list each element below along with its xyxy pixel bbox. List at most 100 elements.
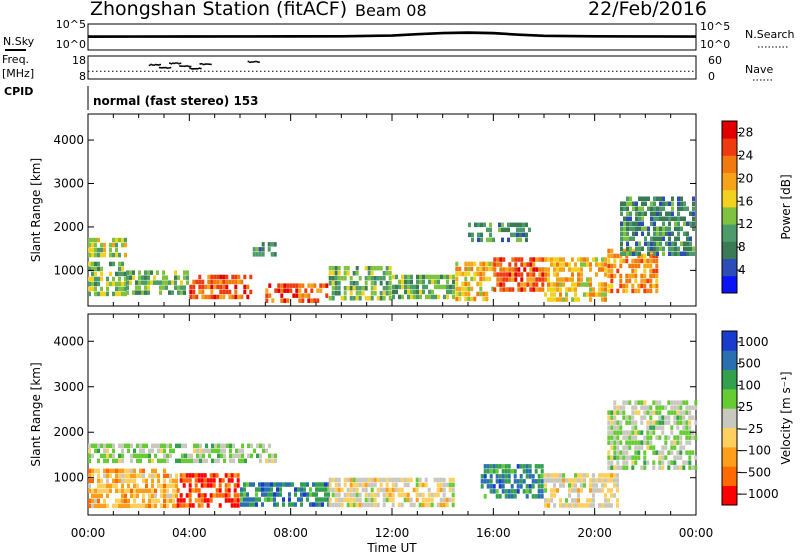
nave-point [163,66,166,69]
power-echo-cell [88,281,91,287]
velocity-echo-cell [255,497,258,502]
power-echo-cell [162,275,165,280]
velocity-echo-cell [619,450,623,455]
power-echo-cell [135,280,138,285]
power-echo-cell [132,275,135,280]
velocity-echo-cell [163,453,166,459]
velocity-echo-cell [694,405,698,410]
velocity-echo-cell [109,473,112,479]
power-colorbar-segment [722,172,737,191]
power-echo-cell [547,272,550,277]
velocity-echo-cell [97,468,100,474]
velocity-echo-cell [196,453,199,459]
power-echo-cell [334,286,338,291]
velocity-echo-cell [424,502,428,508]
velocity-echo-cell [667,460,671,465]
power-echo-cell [692,196,695,201]
velocity-echo-cell [607,410,611,415]
power-echo-cell [601,282,604,287]
velocity-echo-cell [658,420,662,425]
velocity-echo-cell [436,492,440,498]
velocity-echo-cell [306,497,309,502]
nave-point [180,65,183,67]
velocity-echo-cell [133,493,136,499]
velocity-echo-cell [300,487,303,492]
velocity-echo-cell [643,410,647,415]
power-echo-cell [653,221,656,226]
velocity-echo-cell [528,464,532,469]
velocity-echo-cell [124,488,127,494]
velocity-echo-cell [540,469,544,474]
velocity-echo-cell [327,497,330,502]
power-echo-cell [373,291,377,296]
velocity-echo-cell [577,503,580,508]
velocity-echo-cell [169,493,172,499]
velocity-echo-cell [616,483,619,488]
power-echo-cell [88,252,91,258]
velocity-echo-cell [121,498,124,504]
velocity-echo-cell [486,464,490,469]
power-echo-cell [680,226,683,231]
velocity-echo-cell [571,498,574,503]
velocity-echo-cell [136,473,139,479]
power-echo-cell [562,297,565,302]
velocity-echo-cell [193,443,196,449]
power-echo-cell [571,267,574,272]
power-echo-cell [410,274,413,280]
power-echo-cell [286,283,290,288]
power-echo-cell [541,282,545,287]
power-echo-cell [553,262,556,267]
velocity-echo-cell [610,503,613,508]
power-echo-cell [449,289,452,295]
velocity-echo-cell [553,483,556,488]
power-echo-cell [692,246,695,251]
power-echo-cell [434,279,437,285]
velocity-echo-cell [670,400,674,405]
power-echo-cell [532,282,536,287]
velocity-echo-cell [91,453,94,459]
nave-tick-lo: 0 [708,70,715,83]
power-echo-cell [643,278,647,284]
velocity-echo-cell [112,443,115,449]
power-echo-cell [210,284,214,290]
velocity-echo-cell [142,443,145,449]
power-echo-cell [671,206,674,211]
power-echo-cell [595,257,598,262]
velocity-echo-cell [264,492,267,497]
velocity-echo-cell [559,483,562,488]
power-echo-cell [358,286,362,291]
velocity-echo-cell [227,488,231,493]
power-echo-cell [183,285,186,290]
power-echo-cell [91,281,94,287]
velocity-echo-cell [97,443,100,449]
velocity-echo-cell [246,502,249,507]
power-echo-cell [115,291,118,297]
velocity-echo-cell [631,435,635,440]
velocity-echo-cell [367,492,371,498]
velocity-echo-cell [489,479,493,484]
power-echo-cell [625,283,629,289]
velocity-echo-cell [267,492,270,497]
power-echo-cell [428,279,431,285]
velocity-echo-cell [610,440,614,445]
power-echo-cell [623,206,626,211]
power-echo-cell [529,262,533,267]
power-echo-cell [313,283,317,288]
nave-point [208,63,211,65]
power-echo-cell [565,277,568,282]
velocity-echo-cell [610,455,614,460]
velocity-echo-cell [142,498,145,504]
velocity-echo-cell [571,503,574,508]
velocity-echo-cell [622,465,626,470]
velocity-echo-cell [676,450,680,455]
velocity-echo-cell [163,498,166,504]
velocity-echo-cell [188,503,192,508]
velocity-echo-cell [227,498,231,503]
velocity-echo-cell [619,455,623,460]
velocity-echo-cell [182,498,186,503]
power-echo-cell [207,279,211,285]
velocity-echo-cell [661,455,665,460]
power-echo-cell [620,251,623,256]
velocity-echo-cell [525,494,529,499]
